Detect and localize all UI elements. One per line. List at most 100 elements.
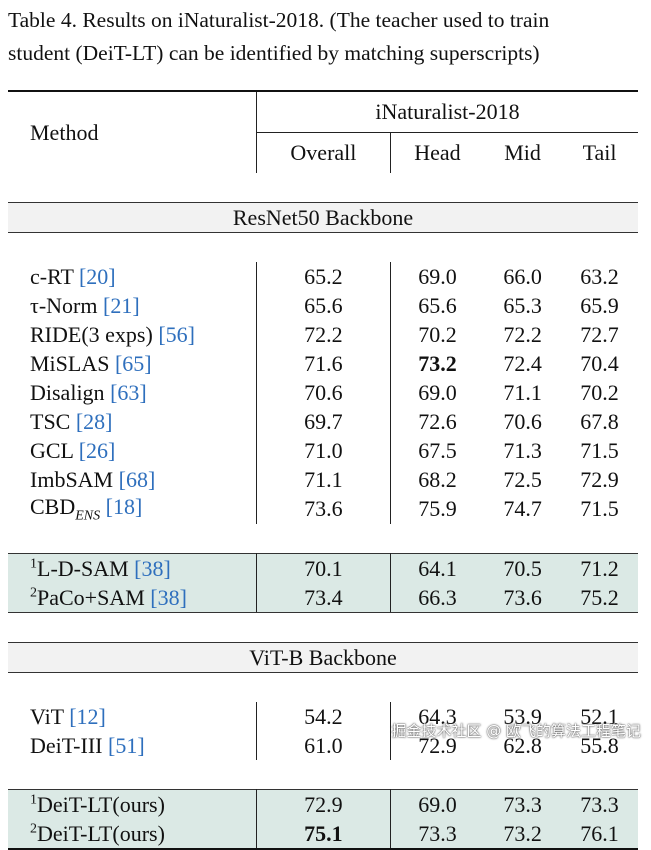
value-overall: 71.0 bbox=[257, 436, 391, 465]
method-cell: 2PaCo+SAM [38] bbox=[8, 583, 257, 613]
value-head: 69.0 bbox=[390, 378, 484, 407]
citation-link[interactable]: [38] bbox=[150, 585, 187, 610]
method-name: DeiT-III bbox=[30, 733, 108, 758]
method-name: ImbSAM bbox=[30, 467, 119, 492]
section-gap bbox=[8, 673, 638, 703]
teacher-superscript: 2 bbox=[30, 586, 37, 601]
col-header-head: Head bbox=[390, 133, 484, 174]
teacher-superscript: 1 bbox=[30, 793, 37, 808]
value-tail: 76.1 bbox=[561, 819, 638, 849]
value-head: 65.6 bbox=[390, 291, 484, 320]
method-cell: RIDE(3 exps) [56] bbox=[8, 320, 257, 349]
value-head: 70.2 bbox=[390, 320, 484, 349]
col-header-mid: Mid bbox=[484, 133, 561, 174]
value-tail: 65.9 bbox=[561, 291, 638, 320]
method-cell: τ-Norm [21] bbox=[8, 291, 257, 320]
value-mid: 72.4 bbox=[484, 349, 561, 378]
method-cell: Disalign [63] bbox=[8, 378, 257, 407]
value-overall: 73.6 bbox=[257, 494, 391, 524]
citation-link[interactable]: [18] bbox=[106, 494, 143, 519]
method-name: L-D-SAM bbox=[37, 556, 134, 581]
section-gap bbox=[8, 233, 638, 263]
method-cell: 1DeiT-LT(ours) bbox=[8, 790, 257, 820]
col-header-tail: Tail bbox=[561, 133, 638, 174]
value-overall: 54.2 bbox=[257, 702, 391, 731]
caption-line-1: Table 4. Results on iNaturalist-2018. (T… bbox=[8, 4, 646, 37]
value-overall: 72.2 bbox=[257, 320, 391, 349]
citation-link[interactable]: [20] bbox=[79, 264, 116, 289]
method-cell: 2DeiT-LT(ours) bbox=[8, 819, 257, 849]
value-mid: 74.7 bbox=[484, 494, 561, 524]
citation-link[interactable]: [68] bbox=[119, 467, 156, 492]
header-row-1: Method iNaturalist-2018 bbox=[8, 91, 638, 133]
method-cell: CBDENS [18] bbox=[8, 494, 257, 524]
method-name: TSC bbox=[30, 409, 76, 434]
highlight-gap bbox=[8, 760, 638, 790]
method-cell: c-RT [20] bbox=[8, 262, 257, 291]
value-overall: 65.6 bbox=[257, 291, 391, 320]
citation-link[interactable]: [63] bbox=[110, 380, 147, 405]
section-header-row: ResNet50 Backbone bbox=[8, 203, 638, 233]
citation-link[interactable]: [56] bbox=[158, 322, 195, 347]
citation-link[interactable]: [28] bbox=[76, 409, 113, 434]
value-tail: 70.2 bbox=[561, 378, 638, 407]
method-cell: ImbSAM [68] bbox=[8, 465, 257, 494]
method-name: τ-Norm bbox=[30, 293, 103, 318]
highlight-gap bbox=[8, 524, 638, 554]
value-head: 68.2 bbox=[390, 465, 484, 494]
col-header-overall: Overall bbox=[257, 133, 391, 174]
value-tail: 75.2 bbox=[561, 583, 638, 613]
teacher-superscript: 1 bbox=[30, 557, 37, 572]
method-cell: ViT [12] bbox=[8, 702, 257, 731]
value-overall: 61.0 bbox=[257, 731, 391, 760]
value-mid: 73.2 bbox=[484, 819, 561, 849]
value-overall: 70.6 bbox=[257, 378, 391, 407]
method-header: Method bbox=[8, 91, 257, 173]
value-overall: 71.6 bbox=[257, 349, 391, 378]
citation-link[interactable]: [26] bbox=[79, 438, 116, 463]
value-tail: 71.5 bbox=[561, 494, 638, 524]
value-overall: 65.2 bbox=[257, 262, 391, 291]
section-gap bbox=[8, 173, 638, 203]
citation-link[interactable]: [65] bbox=[115, 351, 152, 376]
method-cell: MiSLAS [65] bbox=[8, 349, 257, 378]
citation-link[interactable]: [51] bbox=[108, 733, 145, 758]
value-mid: 70.6 bbox=[484, 407, 561, 436]
section-title: ViT-B Backbone bbox=[8, 643, 638, 673]
method-name: PaCo+SAM bbox=[37, 585, 150, 610]
value-mid: 72.5 bbox=[484, 465, 561, 494]
value-overall: 73.4 bbox=[257, 583, 391, 613]
citation-link[interactable]: [12] bbox=[69, 704, 106, 729]
value-tail: 72.9 bbox=[561, 465, 638, 494]
value-mid: 70.5 bbox=[484, 554, 561, 584]
section-title: ResNet50 Backbone bbox=[8, 203, 638, 233]
method-name: ViT bbox=[30, 704, 69, 729]
value-mid: 66.0 bbox=[484, 262, 561, 291]
value-head: 66.3 bbox=[390, 583, 484, 613]
value-overall: 72.9 bbox=[257, 790, 391, 820]
value-overall: 69.7 bbox=[257, 407, 391, 436]
value-mid: 71.1 bbox=[484, 378, 561, 407]
method-cell: TSC [28] bbox=[8, 407, 257, 436]
method-name: GCL bbox=[30, 438, 79, 463]
citation-link[interactable]: [21] bbox=[103, 293, 140, 318]
method-name: c-RT bbox=[30, 264, 79, 289]
value-tail: 63.2 bbox=[561, 262, 638, 291]
method-cell: DeiT-III [51] bbox=[8, 731, 257, 760]
value-head: 72.6 bbox=[390, 407, 484, 436]
citation-link[interactable]: [38] bbox=[134, 556, 171, 581]
watermark: 掘金技术社区 @ 欧飞的算法工程笔记 bbox=[391, 720, 641, 741]
method-cell: GCL [26] bbox=[8, 436, 257, 465]
section-header-row: ViT-B Backbone bbox=[8, 643, 638, 673]
